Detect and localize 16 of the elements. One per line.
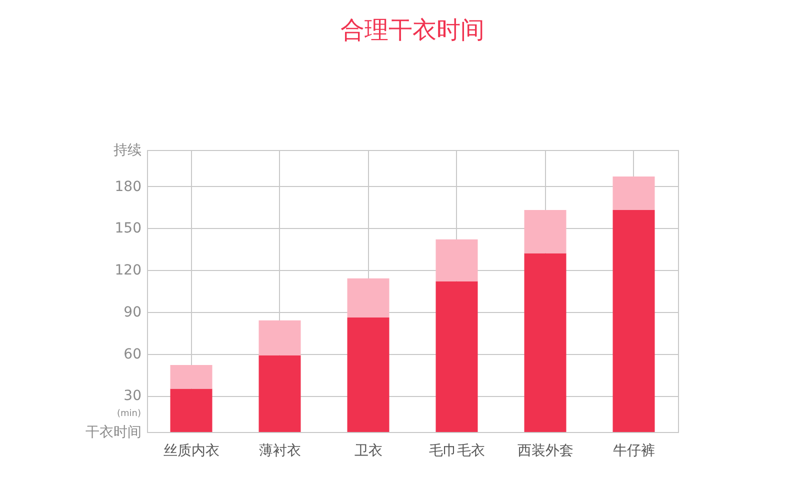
y-tick-label: 180 — [114, 178, 142, 195]
x-tick-label: 丝质内衣 — [163, 443, 220, 459]
y-tick-label: 30 — [124, 388, 142, 404]
y-tick-label: 干衣时间 — [86, 424, 142, 440]
y-tick-label: 90 — [124, 304, 142, 320]
y-tick-label: 120 — [114, 262, 142, 279]
text: (min) — [117, 409, 141, 419]
y-tick-label: 持续 — [114, 142, 142, 158]
y-tick-label: 150 — [114, 220, 142, 237]
y-tick-label: 60 — [124, 346, 142, 362]
chart-title: 合理干衣时间 — [340, 16, 484, 44]
x-tick-label: 牛仔裤 — [612, 443, 655, 459]
x-tick-label: 薄衬衣 — [258, 443, 301, 459]
x-tick-label: 卫衣 — [354, 443, 382, 459]
x-tick-label: 毛巾毛衣 — [428, 443, 485, 459]
x-tick-label: 西装外套 — [517, 443, 574, 459]
